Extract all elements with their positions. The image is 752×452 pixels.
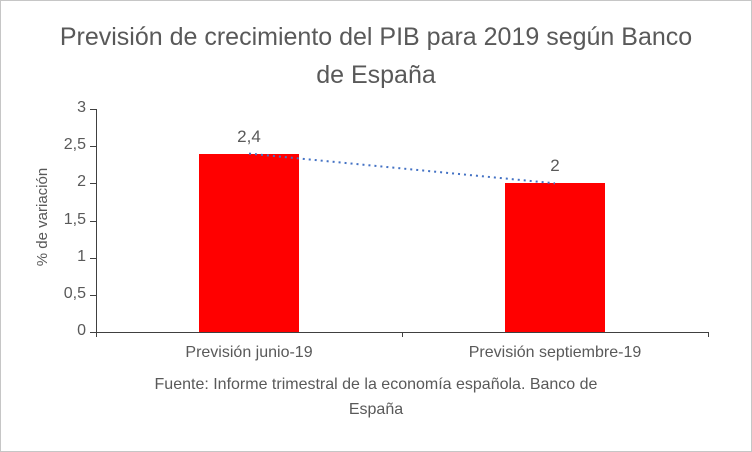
category-label: Previsión junio-19 (185, 344, 313, 361)
x-tick-mark (708, 332, 709, 337)
x-tick-mark (402, 332, 403, 337)
bar (505, 183, 605, 332)
y-tick-mark (90, 332, 96, 333)
chart-source: Fuente: Informe trimestral de la economí… (154, 376, 598, 418)
x-tick-mark (96, 332, 97, 337)
y-tick-label: 0,5 (63, 284, 86, 302)
y-axis-line (96, 109, 97, 332)
y-tick-label: 3 (77, 99, 86, 116)
value-label: 2 (550, 156, 560, 176)
category-label: Previsión septiembre-19 (468, 344, 642, 361)
y-tick-label: 2 (77, 173, 86, 191)
y-tick-label: 0 (77, 322, 86, 339)
y-tick-label: 1 (77, 247, 86, 265)
y-tick-mark (90, 183, 96, 185)
y-tick-mark (90, 257, 96, 259)
bar (199, 153, 299, 332)
y-tick-label: 1,5 (63, 210, 86, 228)
y-tick-label: 2,5 (63, 136, 86, 154)
value-label: 2,4 (237, 126, 261, 146)
chart-title: Previsión de crecimiento del PIB para 20… (59, 23, 693, 89)
y-tick-mark (90, 146, 96, 148)
y-tick-mark (90, 294, 96, 296)
y-tick-mark (90, 109, 96, 110)
y-tick-mark (90, 220, 96, 222)
